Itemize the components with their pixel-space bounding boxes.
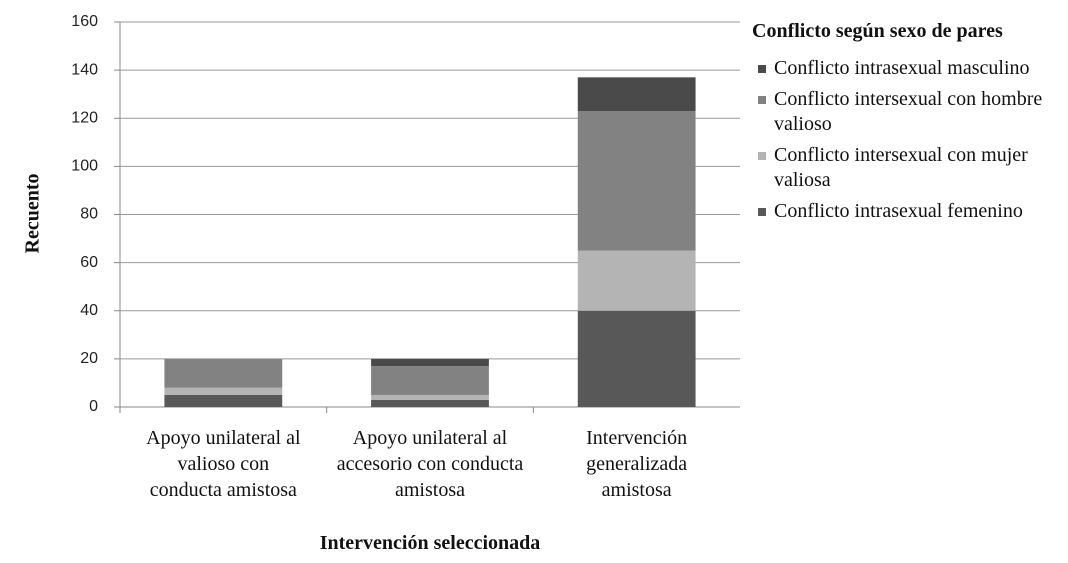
legend-swatch: [758, 65, 766, 73]
bar-segment: [577, 111, 696, 251]
legend-swatch: [758, 96, 766, 104]
legend-swatch: [758, 152, 766, 160]
bar-segment: [164, 358, 283, 388]
bar-segment: [577, 250, 696, 311]
bar-segment: [577, 310, 696, 407]
legend-item: Conflicto intrasexual femenino: [752, 199, 1044, 224]
legend-item: Conflicto intersexual con hombre valioso: [752, 87, 1044, 137]
legend-label: Conflicto intrasexual masculino: [774, 57, 1030, 79]
legend: Conflicto según sexo de pares Conflicto …: [752, 18, 1062, 230]
x-tick-label: Apoyo unilateral al valioso con conducta…: [146, 427, 301, 501]
bar-segment: [371, 358, 489, 367]
y-tick-label: 0: [89, 398, 98, 415]
y-tick-label: 80: [80, 206, 98, 223]
y-tick-label: 160: [71, 13, 98, 30]
legend-item: Conflicto intersexual con mujer valiosa: [752, 143, 1044, 193]
legend-label: Conflicto intersexual con mujer valiosa: [774, 144, 1028, 191]
legend-item: Conflicto intrasexual masculino: [752, 56, 1044, 81]
bar-segment: [164, 394, 283, 407]
y-axis-title: Recuento: [21, 173, 44, 254]
legend-title: Conflicto según sexo de pares: [752, 20, 1003, 42]
y-tick-label: 60: [80, 254, 98, 271]
y-tick-label: 140: [71, 61, 98, 78]
y-tick-label: 20: [80, 350, 98, 367]
y-tick-label: 120: [71, 109, 98, 126]
bar-segment: [371, 399, 489, 407]
x-axis-title: Intervención seleccionada: [319, 532, 541, 554]
bar-segment: [371, 394, 489, 400]
legend-swatch: [758, 208, 766, 216]
y-tick-label: 100: [71, 158, 98, 175]
legend-label: Conflicto intrasexual femenino: [774, 200, 1023, 222]
bar-segment: [371, 366, 489, 395]
x-tick-label: Apoyo unilateral al accesorio con conduc…: [336, 427, 524, 501]
legend-label: Conflicto intersexual con hombre valioso: [774, 88, 1043, 135]
y-tick-label: 40: [80, 302, 98, 319]
bar-segment: [577, 77, 696, 112]
x-tick-label: Intervención generalizada amistosa: [586, 427, 688, 501]
bar-segment: [164, 387, 283, 395]
